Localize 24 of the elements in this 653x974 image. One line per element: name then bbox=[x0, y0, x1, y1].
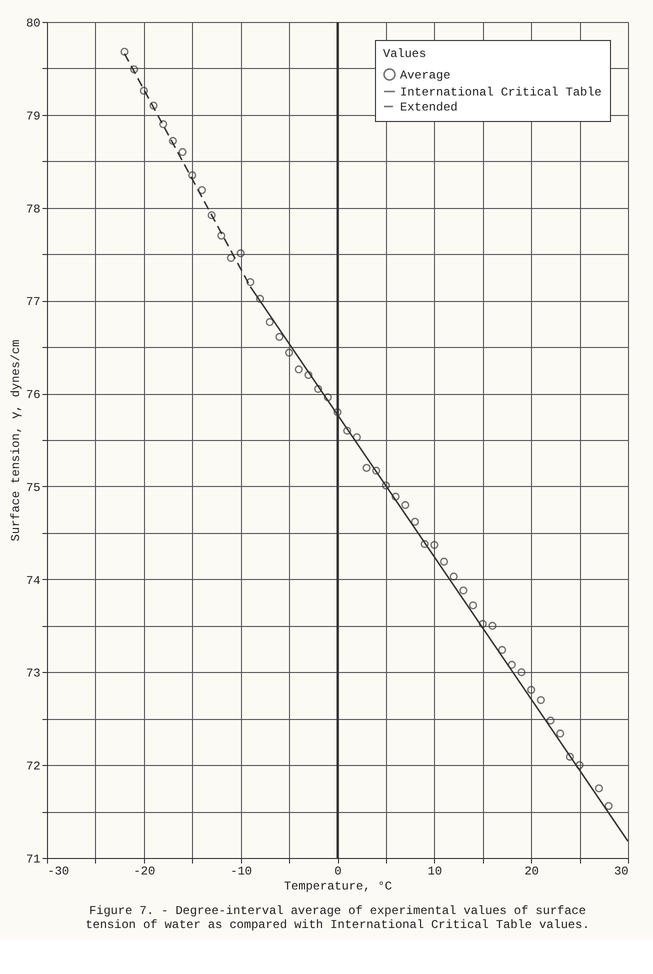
y-tick-label: 79 bbox=[26, 109, 40, 124]
y-tick-label: 73 bbox=[26, 666, 40, 681]
y-tick-label: 72 bbox=[26, 760, 40, 774]
x-tick-label: -10 bbox=[230, 864, 252, 878]
y-tick-label: 76 bbox=[26, 388, 40, 402]
legend-label: Extended bbox=[400, 100, 458, 114]
legend-label: Average bbox=[400, 68, 450, 82]
legend-title: Values bbox=[383, 47, 426, 61]
y-tick-label: 71 bbox=[26, 852, 40, 866]
x-tick-label: 20 bbox=[524, 864, 539, 878]
y-tick-label: 78 bbox=[26, 202, 40, 216]
y-tick-label: 75 bbox=[26, 480, 40, 495]
y-tick-label: 77 bbox=[26, 295, 40, 310]
x-tick-label: 30 bbox=[614, 864, 628, 878]
x-tick-label: 10 bbox=[428, 864, 442, 878]
x-axis-title: Temperature, °C bbox=[284, 880, 392, 894]
caption: Figure 7. - Degree-interval average of experimental values of surface tension of water as compared with International Critical Table values. bbox=[85, 904, 590, 932]
y-axis-title: Surface tension, γ, dynes/cm bbox=[9, 340, 24, 542]
legend-label: International Critical Table bbox=[400, 86, 602, 100]
y-tick-label: 74 bbox=[26, 574, 40, 588]
x-tick-label: 0 bbox=[334, 864, 342, 878]
x-tick-label: -30 bbox=[48, 864, 70, 878]
y-tick-label: 80 bbox=[26, 16, 40, 30]
x-tick-label: -20 bbox=[134, 864, 156, 878]
